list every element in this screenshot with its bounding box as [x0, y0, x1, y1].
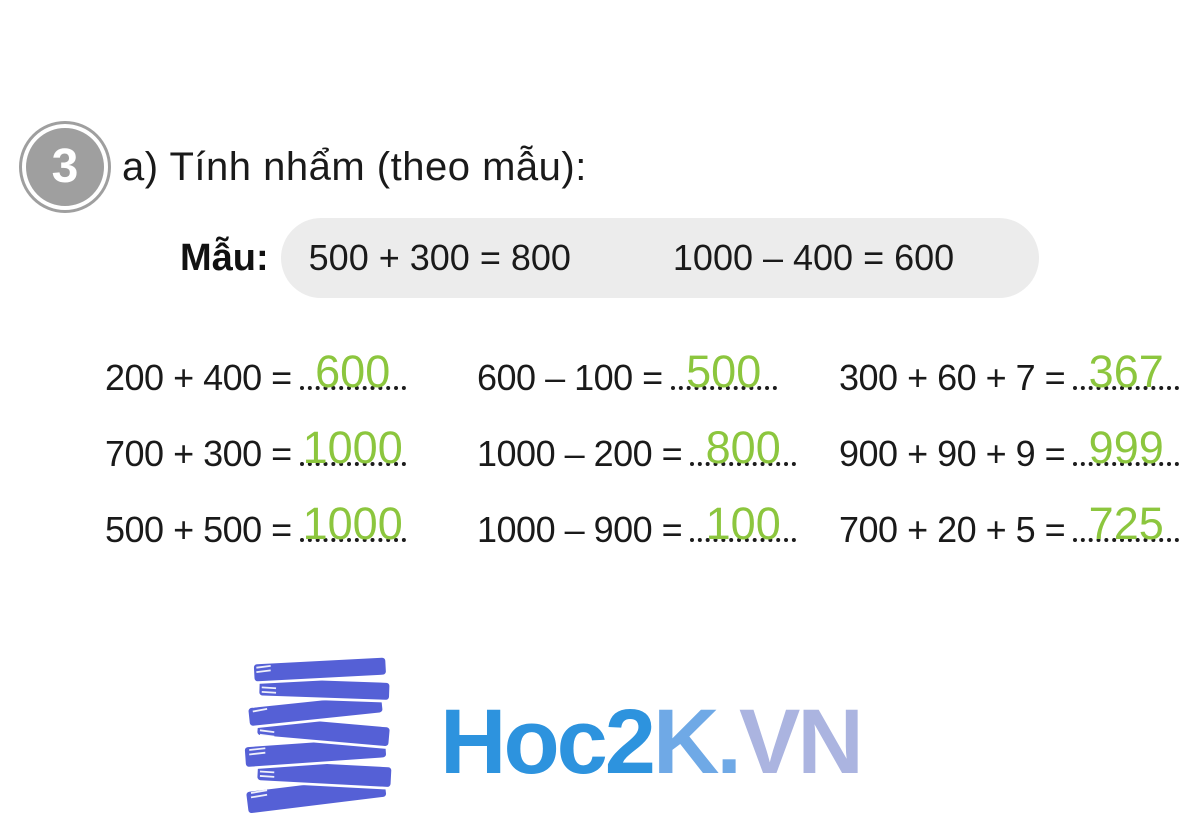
answer-value: 1000: [302, 497, 403, 549]
logo-part-vn: VN: [738, 691, 864, 793]
problem-6: 900 + 90 + 9 = 999: [839, 422, 1180, 475]
problem-4: 700 + 300 = 1000: [105, 422, 477, 475]
problem-expression: 200 + 400 =: [105, 356, 292, 398]
answer-value: 999: [1088, 421, 1164, 473]
problems-grid: 200 + 400 = 600 600 – 100 = 500 300 + 60…: [105, 334, 1180, 562]
exercise-number: 3: [51, 140, 79, 193]
problem-7: 500 + 500 = 1000: [105, 498, 477, 551]
answer-value: 500: [686, 345, 762, 397]
problem-2: 600 – 100 = 500: [477, 346, 839, 399]
logo-part-hoc2: Hoc2: [440, 691, 656, 793]
problem-expression: 600 – 100 =: [477, 356, 663, 398]
problem-expression: 500 + 500 =: [105, 508, 292, 550]
problem-expression: 700 + 20 + 5 =: [839, 508, 1066, 550]
header-row: 3 a) Tính nhẩm (theo mẫu):: [22, 124, 587, 210]
answer-blank: 1000: [299, 498, 406, 546]
answer-blank: 725: [1073, 498, 1180, 546]
answer-blank: 600: [299, 346, 406, 394]
answer-value: 1000: [302, 421, 403, 473]
problem-expression: 300 + 60 + 7 =: [839, 356, 1066, 398]
answer-blank: 367: [1073, 346, 1180, 394]
problem-expression: 1000 – 200 =: [477, 432, 683, 474]
answer-blank: 100: [690, 498, 797, 546]
problem-expression: 900 + 90 + 9 =: [839, 432, 1066, 474]
logo-part-k: K.: [652, 691, 742, 793]
sample-row: Mẫu: 500 + 300 = 800 1000 – 400 = 600: [180, 218, 1039, 298]
sample-equation-2: 1000 – 400 = 600: [672, 237, 955, 278]
problem-5: 1000 – 200 = 800: [477, 422, 839, 475]
logo-wordmark: Hoc2K.VN: [440, 696, 864, 788]
problem-9: 700 + 20 + 5 = 725: [839, 498, 1180, 551]
problem-3: 300 + 60 + 7 = 367: [839, 346, 1180, 399]
answer-blank: 800: [690, 422, 797, 470]
sample-label: Mẫu:: [180, 236, 269, 279]
answer-blank: 1000: [299, 422, 406, 470]
problem-expression: 700 + 300 =: [105, 432, 292, 474]
answer-value: 725: [1088, 497, 1164, 549]
problem-1: 200 + 400 = 600: [105, 346, 477, 399]
sample-box: 500 + 300 = 800 1000 – 400 = 600: [280, 218, 1039, 298]
answer-value: 600: [315, 345, 391, 397]
problem-expression: 1000 – 900 =: [477, 508, 683, 550]
sample-equation-1: 500 + 300 = 800: [308, 237, 571, 278]
book-stack-icon: [242, 655, 394, 816]
answer-blank: 500: [670, 346, 777, 394]
problem-8: 1000 – 900 = 100: [477, 498, 839, 551]
answer-value: 367: [1088, 345, 1164, 397]
answer-value: 800: [705, 421, 781, 473]
answer-blank: 999: [1073, 422, 1180, 470]
answer-value: 100: [705, 497, 781, 549]
exercise-number-badge: 3: [22, 124, 108, 210]
page-title: a) Tính nhẩm (theo mẫu):: [122, 144, 587, 189]
